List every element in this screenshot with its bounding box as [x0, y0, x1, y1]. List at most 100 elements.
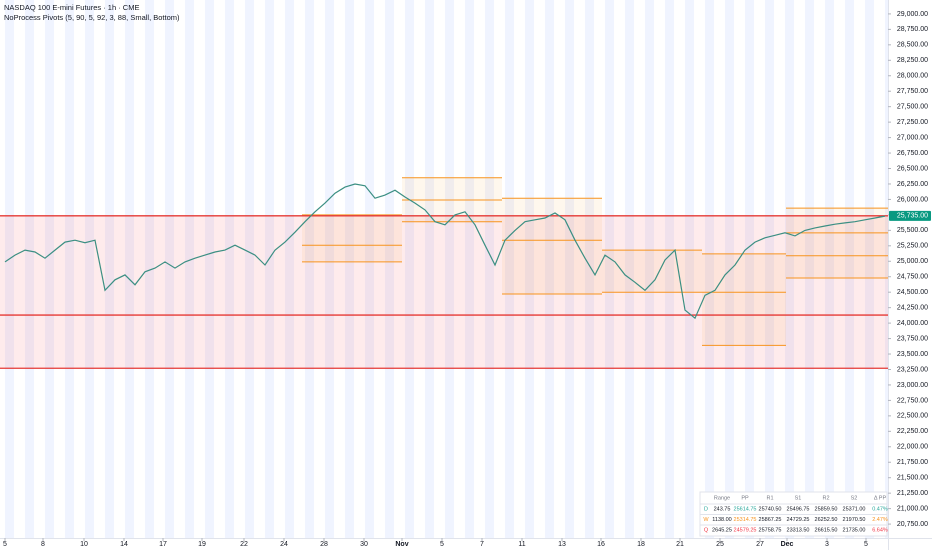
y-tick-label: 23,750.00: [897, 335, 928, 342]
y-tick-label: 28,500.00: [897, 42, 928, 49]
table-cell: 21970.50: [843, 517, 866, 523]
last-price-box: [889, 210, 931, 221]
x-tick-label: 5: [864, 541, 868, 548]
table-cell: 25758.75: [759, 527, 782, 533]
x-tick-label: 28: [320, 541, 328, 548]
x-tick-label: 13: [558, 541, 566, 548]
table-cell: 0.47%: [872, 506, 888, 512]
last-price-label: 25,735.00: [897, 213, 928, 220]
session-background: [0, 0, 888, 538]
y-tick-label: 26,250.00: [897, 181, 928, 188]
table-cell: 24579.25: [734, 527, 757, 533]
y-tick-label: 29,000.00: [897, 11, 928, 18]
table-cell: 25371.00: [843, 506, 866, 512]
pivot-band: [302, 214, 402, 262]
table-cell: 2.47%: [872, 517, 888, 523]
y-tick-label: 24,750.00: [897, 274, 928, 281]
x-tick-label: 19: [198, 541, 206, 548]
y-tick-label: 21,250.00: [897, 490, 928, 497]
x-tick-label: 16: [597, 541, 605, 548]
x-tick-label: 8: [41, 541, 45, 548]
x-tick-label: 27: [756, 541, 764, 548]
x-tick-label: 30: [360, 541, 368, 548]
table-cell: 24729.25: [787, 517, 810, 523]
table-cell: 25614.75: [734, 506, 757, 512]
y-tick-label: 26,500.00: [897, 165, 928, 172]
x-tick-label: 5: [3, 541, 7, 548]
x-tick-label: 21: [676, 541, 684, 548]
table-cell: W: [703, 517, 709, 523]
y-tick-label: 27,250.00: [897, 119, 928, 126]
y-tick-label: 26,750.00: [897, 150, 928, 157]
table-cell: 26615.50: [815, 527, 838, 533]
y-tick-label: 22,500.00: [897, 413, 928, 420]
x-tick-label: 24: [280, 541, 288, 548]
table-cell: 25867.25: [759, 517, 782, 523]
x-tick-label: Dec: [781, 541, 794, 548]
table-cell: 26252.50: [815, 517, 838, 523]
pivot-band: [786, 208, 888, 278]
y-tick-label: 24,500.00: [897, 289, 928, 296]
y-tick-label: 25,500.00: [897, 227, 928, 234]
y-tick-label: 21,500.00: [897, 475, 928, 482]
x-tick-label: 3: [825, 541, 829, 548]
table-cell: 25314.75: [734, 517, 757, 523]
y-tick-label: 23,500.00: [897, 351, 928, 358]
y-tick-label: 23,000.00: [897, 382, 928, 389]
table-cell: 23313.50: [787, 527, 810, 533]
x-tick-label: 10: [80, 541, 88, 548]
x-tick-label: 11: [518, 541, 525, 548]
x-tick-label: 17: [159, 541, 167, 548]
x-tick-label: 14: [120, 541, 128, 548]
table-cell: 6.64%: [872, 527, 888, 533]
pivot-band: [602, 250, 702, 293]
table-header: Range: [714, 495, 730, 501]
y-tick-label: 28,250.00: [897, 57, 928, 64]
table-cell: 1138.00: [712, 517, 731, 523]
y-tick-label: 21,750.00: [897, 459, 928, 466]
table-cell: 25740.50: [759, 506, 782, 512]
y-tick-label: 27,500.00: [897, 104, 928, 111]
y-tick-label: 25,250.00: [897, 243, 928, 250]
y-tick-label: 21,000.00: [897, 505, 928, 512]
chart-title: NASDAQ 100 E-mini Futures · 1h · CME: [4, 3, 139, 12]
y-tick-label: 24,250.00: [897, 304, 928, 311]
y-tick-label: 22,250.00: [897, 428, 928, 435]
y-tick-label: 28,000.00: [897, 73, 928, 80]
pivot-band: [702, 253, 786, 346]
indicator-label: NoProcess Pivots (5, 90, 5, 92, 3, 88, S…: [4, 13, 180, 22]
table-header: S1: [795, 495, 802, 501]
y-tick-label: 23,250.00: [897, 366, 928, 373]
x-tick-label: 5: [440, 541, 444, 548]
x-tick-label: 25: [716, 541, 724, 548]
table-cell: 243.75: [714, 506, 731, 512]
table-cell: D: [704, 506, 708, 512]
table-header: S2: [851, 495, 858, 501]
y-tick-label: 24,000.00: [897, 320, 928, 327]
x-tick-label: 22: [240, 541, 248, 548]
table-cell: 25496.75: [787, 506, 810, 512]
y-tick-label: 28,750.00: [897, 26, 928, 33]
pivot-band: [502, 198, 602, 295]
table-header: PP: [741, 495, 749, 501]
y-tick-label: 26,000.00: [897, 196, 928, 203]
y-tick-label: 27,750.00: [897, 88, 928, 95]
table-header: R2: [822, 495, 829, 501]
y-tick-label: 27,000.00: [897, 134, 928, 141]
y-tick-label: 20,750.00: [897, 521, 928, 528]
y-tick-label: 25,000.00: [897, 258, 928, 265]
table-header: R1: [766, 495, 773, 501]
x-tick-label: Nov: [395, 541, 408, 548]
table-cell: 2645.25: [712, 527, 732, 533]
table-cell: 25859.50: [815, 506, 838, 512]
table-cell: 21735.00: [843, 527, 866, 533]
table-cell: Q: [704, 527, 709, 533]
price-line: [4, 183, 886, 320]
x-tick-label: 18: [637, 541, 645, 548]
y-tick-label: 22,750.00: [897, 397, 928, 404]
y-tick-label: 22,000.00: [897, 444, 928, 451]
x-tick-label: 7: [480, 541, 484, 548]
table-header: Δ PP: [874, 495, 887, 501]
